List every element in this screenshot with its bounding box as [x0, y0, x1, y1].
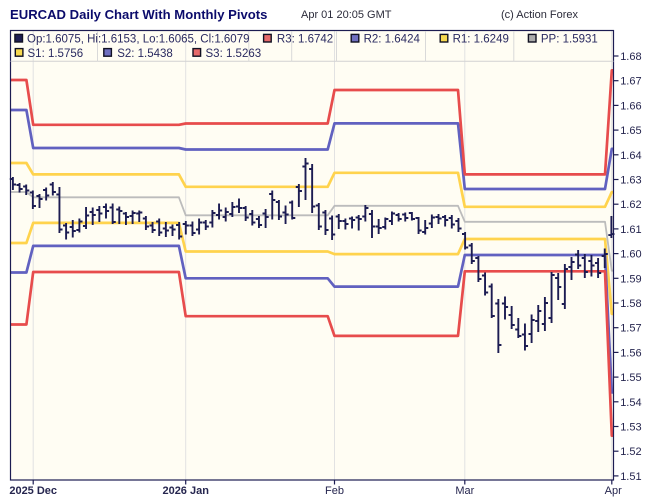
svg-text:Mar: Mar — [455, 485, 474, 497]
svg-text:1.62: 1.62 — [620, 199, 641, 211]
svg-text:S1: 1.5756: S1: 1.5756 — [28, 48, 84, 60]
svg-text:1.54: 1.54 — [620, 397, 641, 409]
svg-text:1.56: 1.56 — [620, 347, 641, 359]
svg-text:1.51: 1.51 — [620, 471, 641, 483]
svg-text:1.67: 1.67 — [620, 76, 641, 88]
svg-text:1.61: 1.61 — [620, 224, 641, 236]
svg-text:1.63: 1.63 — [620, 175, 641, 187]
svg-text:1.53: 1.53 — [620, 422, 641, 434]
svg-text:Apr: Apr — [605, 485, 622, 497]
svg-text:2025 Dec: 2025 Dec — [9, 485, 57, 497]
svg-text:1.59: 1.59 — [620, 273, 641, 285]
svg-text:Op:1.6075, Hi:1.6153, Lo:1.606: Op:1.6075, Hi:1.6153, Lo:1.6065, Cl:1.60… — [27, 33, 250, 45]
svg-text:2026 Jan: 2026 Jan — [162, 485, 209, 497]
svg-text:1.64: 1.64 — [620, 150, 641, 162]
svg-text:PP: 1.5931: PP: 1.5931 — [541, 33, 598, 45]
svg-text:R1: 1.6249: R1: 1.6249 — [453, 33, 509, 45]
svg-text:1.65: 1.65 — [620, 125, 641, 137]
svg-text:1.55: 1.55 — [620, 372, 641, 384]
svg-text:Feb: Feb — [325, 485, 344, 497]
svg-text:R3: 1.6742: R3: 1.6742 — [277, 33, 333, 45]
svg-text:1.58: 1.58 — [620, 298, 641, 310]
svg-text:1.66: 1.66 — [620, 100, 641, 112]
svg-text:1.57: 1.57 — [620, 323, 641, 335]
svg-text:1.52: 1.52 — [620, 446, 641, 458]
svg-text:1.60: 1.60 — [620, 249, 641, 261]
svg-text:R2: 1.6424: R2: 1.6424 — [364, 33, 421, 45]
svg-text:S2: 1.5438: S2: 1.5438 — [117, 48, 173, 60]
svg-text:1.68: 1.68 — [620, 51, 641, 63]
svg-text:S3: 1.5263: S3: 1.5263 — [206, 48, 262, 60]
